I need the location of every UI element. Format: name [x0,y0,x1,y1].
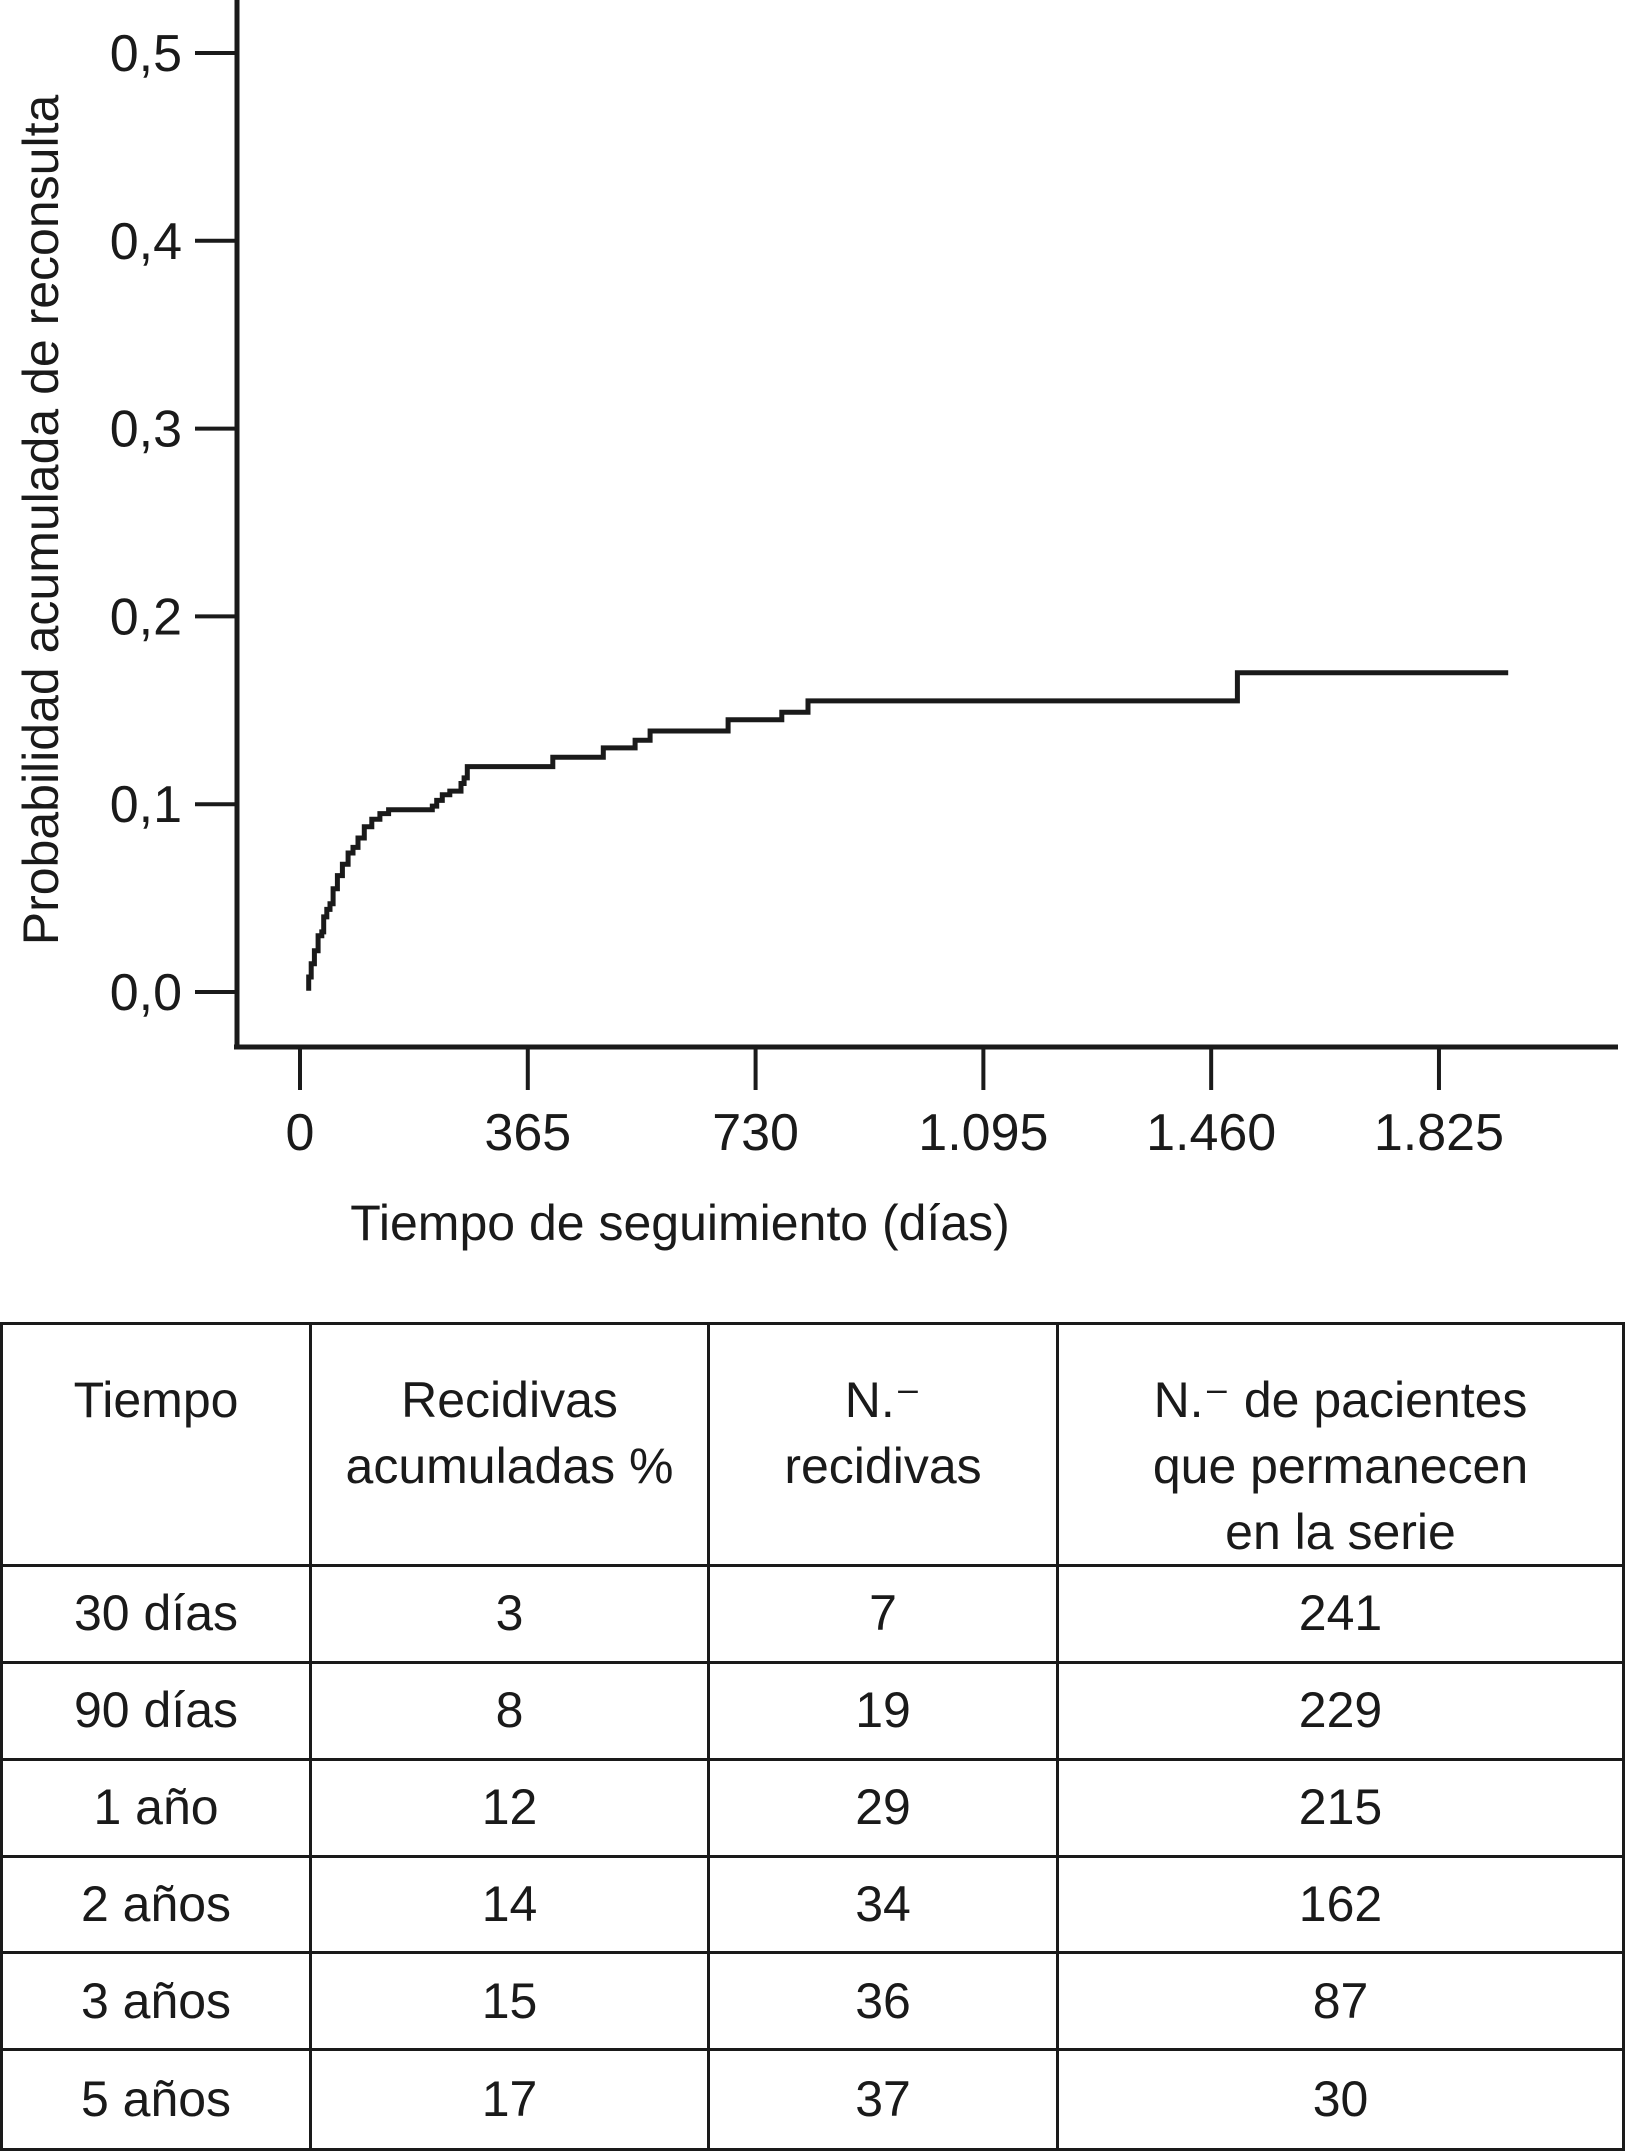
table-header-line: en la serie [1225,1504,1456,1560]
table-cell: 19 [710,1663,1059,1761]
table-row-label: 1 año [3,1760,312,1858]
x-axis-title: Tiempo de seguimiento (días) [350,1195,1010,1251]
y-tick-label: 0,2 [110,588,182,646]
y-tick-label: 0,3 [110,401,182,459]
table-row-label: 30 días [3,1567,312,1664]
table-header-line: N.⁻ [844,1372,922,1428]
table-header-cell: Tiempo [3,1325,312,1567]
table-cell: 30 [1312,2071,1369,2128]
table-cell: 37 [710,2051,1059,2148]
x-tick-label: 365 [484,1104,571,1162]
table-header-cell: Recidivas acumuladas % [312,1325,710,1567]
table-row-label: 3 años [3,1954,312,2052]
table-cell: 12 [312,1760,710,1858]
table-header-cell: N.⁻ de pacientes que permanecen en la seri… [1059,1325,1622,1567]
table-cell: 14 [312,1857,710,1955]
table-header-line: N.⁻ de pacientes [1153,1372,1528,1428]
table-cell: 15 [312,1954,710,2052]
recurrence-table: Tiempo Recidivas acumuladas % N.⁻ recidivas N… [0,1322,1625,2151]
y-axis-title: Probabilidad acumulada de reconsulta [13,95,69,946]
table-cell: 36 [710,1954,1059,2052]
table-row-label: 5 años [3,2051,312,2148]
table-cell: 29 [710,1760,1059,1858]
table-cell: 7 [710,1567,1059,1664]
x-tick-label: 730 [712,1104,799,1162]
y-tick-label: 0,5 [110,25,182,83]
y-tick-label: 0,0 [110,964,182,1022]
table-cell: 8 [312,1663,710,1761]
y-tick-label: 0,1 [110,776,182,834]
table-cell: 17 [312,2051,710,2148]
table-header-line: Tiempo [73,1372,239,1428]
table-header-cell: N.⁻ recidivas [710,1325,1059,1567]
km-step-curve [306,670,1509,991]
table-header-line: recidivas [784,1438,982,1494]
table-cell: 87 [1059,1954,1622,2052]
table-row-label: 90 días [3,1663,312,1761]
table-cell: 215 [1059,1761,1622,1858]
y-tick-label: 0,4 [110,213,182,271]
table-header-line: Recidivas [401,1372,618,1428]
x-tick-label: 1.825 [1374,1104,1504,1162]
table-row-label: 2 años [3,1857,312,1955]
table-cell: 229 [1059,1664,1622,1761]
table-header-line: acumuladas % [345,1438,674,1494]
km-curve-chart: 0,0 0,1 0,2 0,3 0,4 0,5 0 365 730 1.095 1.460 1.825… [13,0,1618,1251]
x-tick-label: 0 [286,1104,315,1162]
table-header-line: que permanecen [1152,1438,1529,1494]
table-cell: 3 [312,1567,710,1664]
x-tick-label: 1.460 [1146,1104,1276,1162]
table-cell: 34 [710,1857,1059,1955]
table-cell: 241 [1059,1567,1622,1664]
table-cell: 162 [1059,1858,1622,1955]
x-tick-label: 1.095 [918,1104,1048,1162]
